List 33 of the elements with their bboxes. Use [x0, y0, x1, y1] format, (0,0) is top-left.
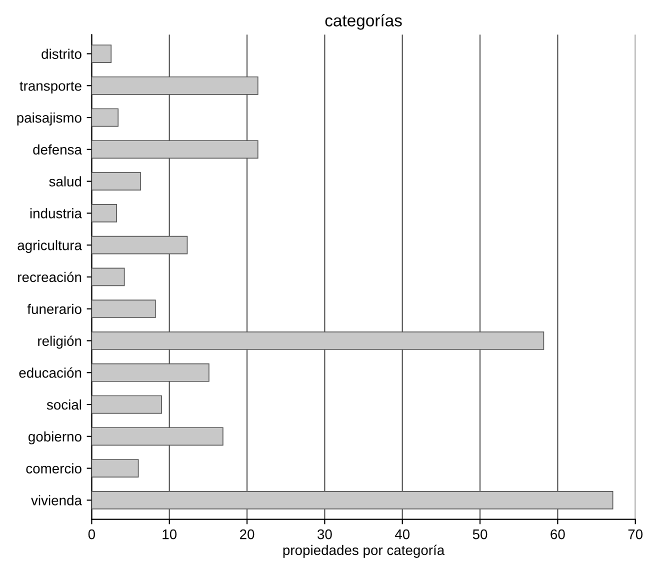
x-tick-label: 30	[318, 529, 332, 540]
bar	[92, 268, 125, 286]
x-tick-label: 20	[240, 529, 254, 540]
bar	[92, 108, 119, 127]
bar	[92, 459, 139, 478]
y-tick-label: recreación	[18, 272, 82, 282]
bar	[92, 44, 112, 63]
x-tick-label: 10	[162, 529, 177, 540]
bar	[92, 172, 142, 190]
y-tick-label: educación	[19, 367, 82, 378]
bar	[92, 204, 117, 222]
y-tick-label: salud	[49, 176, 82, 186]
y-tick-label: industria	[30, 208, 82, 218]
y-tick-label: gobierno	[28, 431, 82, 444]
y-tick-label: transporte	[20, 82, 82, 94]
x-tick-label: 70	[628, 529, 643, 540]
x-tick-label: 60	[550, 529, 565, 540]
x-tick-label: 0	[88, 529, 96, 540]
x-tick-label: 50	[472, 529, 488, 540]
chart-title: categorías	[325, 14, 402, 30]
y-tick-label: paisajismo	[17, 112, 82, 126]
y-tick-label: comercio	[26, 463, 82, 474]
y-tick-label: religión	[38, 336, 82, 349]
y-tick-label: distrito	[42, 48, 82, 59]
y-tick-label: defensa	[33, 144, 82, 155]
y-tick-label: vivienda	[31, 495, 82, 506]
y-tick-label: agricultura	[18, 240, 82, 253]
bar	[92, 395, 162, 414]
y-tick-label: social	[46, 399, 82, 410]
bar	[92, 300, 156, 318]
x-axis-title: propiedades por categoría	[283, 544, 445, 558]
x-tick-label: 40	[394, 529, 410, 540]
y-tick-label: funerario	[27, 304, 82, 314]
